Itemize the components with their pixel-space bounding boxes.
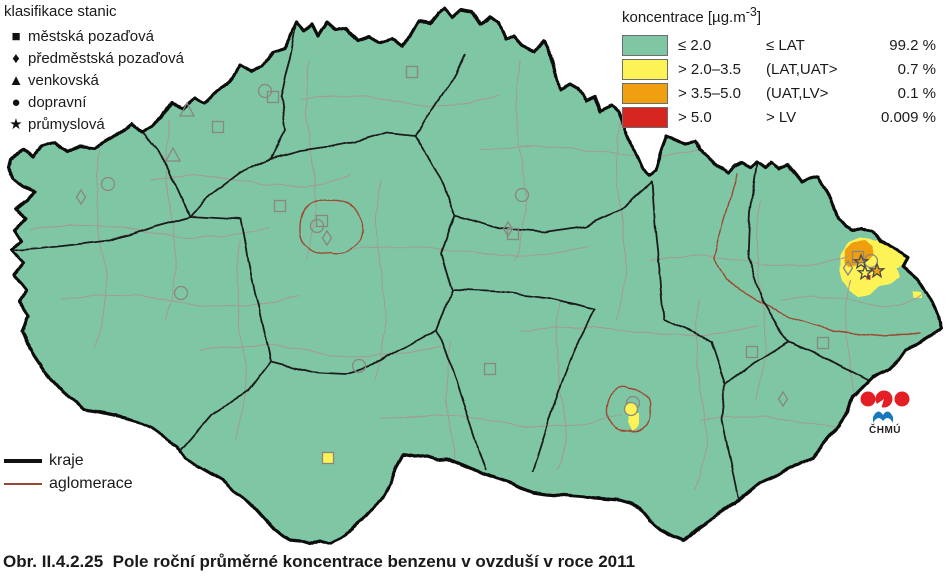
legend-label: městská pozaďová [28, 28, 154, 45]
logo-red-circle2-icon [894, 391, 910, 407]
circle-station-symbol [173, 285, 189, 301]
legend-item-rural: ▲ venkovská [4, 70, 184, 92]
concentration-legend: koncentrace [µg.m-3] ≤ 2.0 ≤ LAT 99.2 % … [622, 5, 940, 129]
circle-station-symbol [309, 218, 325, 234]
kraje-boundaries-layer [13, 24, 869, 499]
station-legend-title: klasifikace stanic [4, 3, 117, 20]
legend-item-traffic: ● dopravní [4, 92, 184, 114]
legend-row-2-35: > 2.0–3.5 (LAT,UAT> 0.7 % [622, 57, 940, 81]
square-station-symbol [315, 214, 329, 228]
limit-label: ≤ LAT [766, 36, 805, 54]
square-station-symbol [266, 90, 280, 104]
percent-label: 0.7 % [897, 60, 936, 78]
square-station-symbol [745, 345, 759, 359]
ostrava-orange-patch [844, 241, 873, 267]
concentration-legend-title: koncentrace [µg.m-3] [622, 5, 940, 26]
color-swatch [622, 106, 668, 128]
aglomerace-layer [298, 172, 922, 432]
title-text-end: ] [756, 9, 761, 26]
circle-station-symbol [514, 187, 530, 203]
circle-station-symbol [351, 358, 367, 374]
limit-label: (UAT,LV> [766, 84, 829, 102]
legend-label: dopravní [28, 94, 87, 111]
prague-aglomerace [298, 200, 363, 254]
star-station-symbol [868, 262, 886, 279]
diamond-station-symbol [842, 259, 854, 277]
brno-yellow-patch [627, 413, 639, 430]
color-swatch [622, 58, 668, 80]
title-superscript: -3 [745, 5, 757, 19]
legend-row-gt5: > 5.0 > LV 0.009 % [622, 105, 940, 129]
figure-caption: Obr. II.4.2.25 Pole roční průměrné konce… [3, 552, 636, 571]
title-text: koncentrace [µg.m [622, 9, 746, 26]
legend-row-kraje: kraje [4, 449, 133, 472]
ostrava-aglomerace [713, 172, 922, 336]
filled-star-icon: ★ [9, 116, 23, 133]
kraje-label: kraje [49, 451, 84, 469]
aglomerace-label: aglomerace [49, 474, 133, 492]
legend-row-35-5: > 3.5–5.0 (UAT,LV> 0.1 % [622, 81, 940, 105]
legend-label: venkovská [28, 72, 99, 89]
legend-label: předměstská pozaďová [28, 50, 184, 67]
filled-square-icon: ■ [11, 28, 21, 45]
square-station-symbol [321, 451, 335, 465]
logo-text: ČHMÚ [869, 423, 901, 436]
color-swatch [622, 34, 668, 56]
range-label: > 2.0–3.5 [678, 60, 741, 78]
range-label: ≤ 2.0 [678, 36, 712, 54]
triangle-station-symbol [178, 101, 196, 117]
square-station-symbol [816, 336, 830, 350]
circle-station-symbol [100, 176, 116, 192]
filled-circle-icon: ● [11, 94, 21, 111]
circle-station-symbol [863, 253, 879, 269]
legend-item-suburban-background: ♦ předměstská pozaďová [4, 48, 184, 70]
legend-row-aglomerace: aglomerace [4, 472, 133, 495]
stations-layer [75, 65, 886, 465]
percent-label: 0.009 % [880, 108, 936, 126]
circle-station-symbol [623, 401, 639, 417]
star-station-symbol [852, 253, 870, 270]
square-station-symbol [506, 227, 520, 241]
square-station-symbol [273, 199, 287, 213]
line-legend: kraje aglomerace [4, 449, 133, 495]
aglomerace-line-icon [4, 482, 42, 485]
percent-label: 99.2 % [889, 36, 936, 54]
limit-label: > LV [766, 108, 797, 126]
diamond-station-symbol [75, 188, 87, 206]
range-label: > 5.0 [678, 108, 712, 126]
color-swatch [622, 82, 668, 104]
legend-item-industrial: ★ průmyslová [4, 114, 184, 136]
filled-triangle-icon: ▲ [8, 72, 24, 89]
star-station-symbol [856, 264, 874, 281]
legend-label: průmyslová [28, 116, 105, 133]
diamond-station-symbol [321, 229, 333, 247]
limit-label: (LAT,UAT> [766, 60, 838, 78]
range-label: > 3.5–5.0 [678, 84, 741, 102]
diamond-station-symbol [777, 390, 789, 408]
logo-wave-icon [873, 411, 893, 423]
filled-diamond-icon: ♦ [12, 50, 20, 67]
station-legend: klasifikace stanic ■ městská pozaďová ♦ … [4, 1, 184, 136]
legend-row-le2: ≤ 2.0 ≤ LAT 99.2 % [622, 33, 940, 57]
yellow-patch-small [912, 292, 921, 298]
logo-notch [874, 399, 884, 409]
square-station-symbol [483, 362, 497, 376]
triangle-station-symbol [164, 146, 182, 162]
brno-aglomerace [606, 387, 652, 432]
kraje-line-icon [4, 458, 42, 463]
percent-label: 0.1 % [897, 84, 936, 102]
chmu-logo: ČHMÚ [860, 390, 910, 436]
legend-item-urban-background: ■ městská pozaďová [4, 26, 184, 48]
square-station-symbol [211, 120, 225, 134]
square-station-symbol [405, 65, 419, 79]
logo-red-circle-icon [860, 391, 876, 407]
